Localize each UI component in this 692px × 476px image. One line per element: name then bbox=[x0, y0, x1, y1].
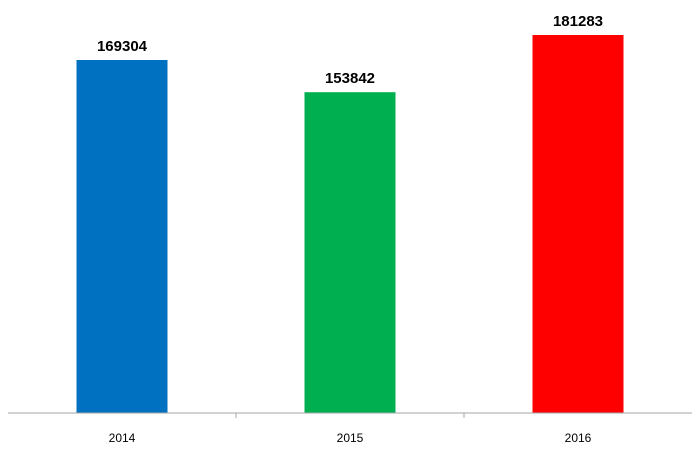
value-label-group: 169304 153842 181283 bbox=[97, 13, 603, 87]
x-tick-label-group: 2014 2015 2016 bbox=[109, 431, 592, 445]
bar-2016 bbox=[532, 35, 624, 413]
bar-2015 bbox=[304, 92, 396, 413]
bar-2014 bbox=[76, 60, 168, 413]
x-tick-label-2015: 2015 bbox=[337, 431, 364, 445]
value-label-2015: 153842 bbox=[325, 70, 375, 87]
x-axis-ticks bbox=[235, 413, 465, 418]
x-tick-label-2016: 2016 bbox=[565, 431, 592, 445]
value-label-2014: 169304 bbox=[97, 38, 148, 55]
value-label-2016: 181283 bbox=[553, 13, 603, 30]
bar-group bbox=[76, 35, 624, 413]
x-tick-label-2014: 2014 bbox=[109, 431, 136, 445]
